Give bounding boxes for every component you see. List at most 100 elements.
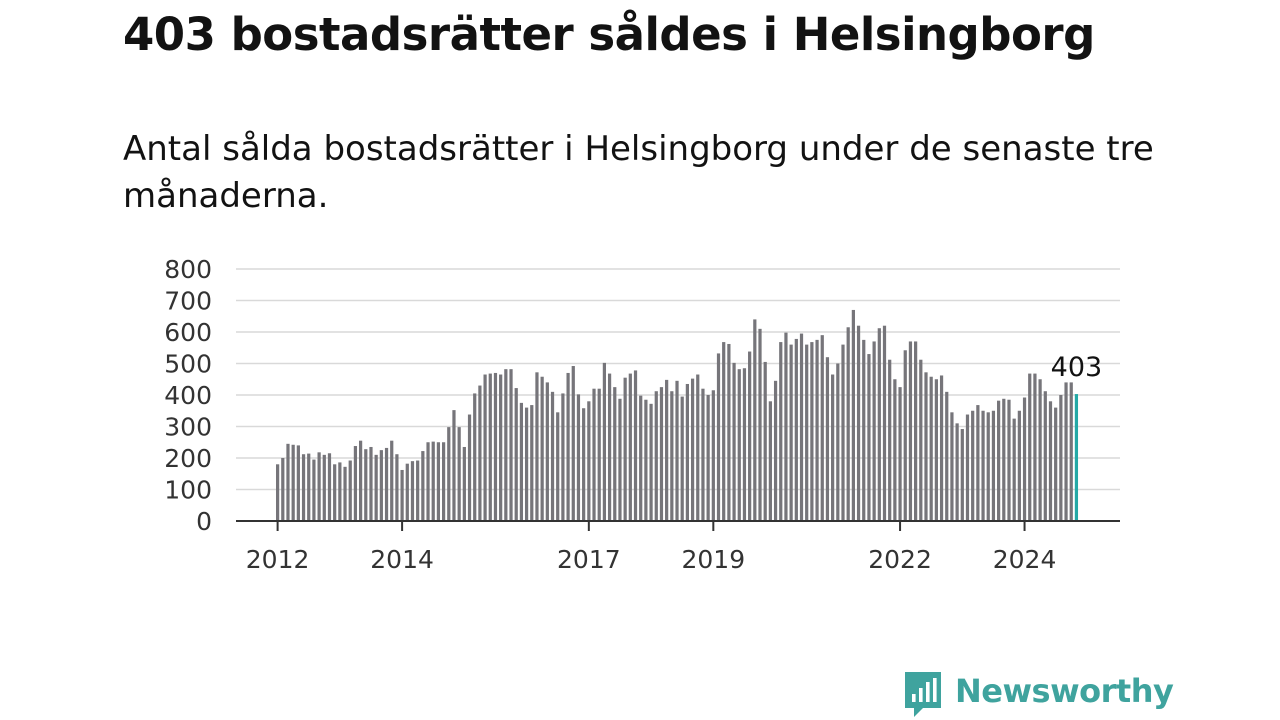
bar xyxy=(908,341,913,521)
bar xyxy=(1069,382,1073,521)
bar xyxy=(763,361,767,521)
bar xyxy=(1002,398,1006,521)
bar xyxy=(872,341,876,521)
bar xyxy=(670,391,674,521)
highlight-value-label: 403 xyxy=(1051,352,1103,383)
chart-subtitle: Antal sålda bostadsrätter i Helsingborg … xyxy=(123,129,1154,216)
bar xyxy=(467,414,472,521)
bar xyxy=(364,449,368,521)
bar xyxy=(846,327,850,521)
bar xyxy=(499,374,503,521)
bar xyxy=(540,376,544,521)
bar xyxy=(571,366,575,521)
bar xyxy=(1064,382,1068,521)
bar xyxy=(576,394,581,521)
bar xyxy=(965,414,970,521)
bar xyxy=(421,451,425,521)
bar xyxy=(981,410,985,521)
newsworthy-logo-icon xyxy=(905,672,941,717)
chart-title: 403 bostadsrätter såldes i Helsingborg xyxy=(123,8,1095,61)
bar xyxy=(410,461,415,521)
bar xyxy=(457,427,461,521)
bar xyxy=(452,410,456,521)
bar xyxy=(597,388,601,521)
bar xyxy=(384,447,389,521)
bar xyxy=(779,342,783,521)
bar xyxy=(888,359,892,521)
bar xyxy=(903,350,907,521)
bar xyxy=(836,363,840,521)
bar xyxy=(416,460,420,521)
bar xyxy=(685,383,689,521)
bar xyxy=(369,446,373,521)
bar xyxy=(862,339,866,522)
bar xyxy=(587,401,591,521)
bar xyxy=(623,377,627,521)
bar xyxy=(281,458,285,521)
bar xyxy=(535,372,539,521)
bar xyxy=(773,380,778,521)
bar xyxy=(919,359,923,521)
bar xyxy=(1048,401,1053,521)
bar xyxy=(613,387,617,522)
y-tick-label: 400 xyxy=(164,381,212,410)
bar xyxy=(322,454,326,521)
bar xyxy=(592,388,596,521)
bar xyxy=(649,403,653,521)
bar xyxy=(815,339,819,522)
bar xyxy=(509,369,513,521)
bar xyxy=(405,463,409,521)
bar xyxy=(338,462,342,521)
x-tick-label: 2022 xyxy=(868,545,932,574)
bar xyxy=(867,354,871,521)
bar xyxy=(960,429,964,521)
bar xyxy=(856,325,861,521)
bar-highlight xyxy=(1074,394,1079,521)
y-tick-label: 300 xyxy=(164,413,212,442)
brand-name: Newsworthy xyxy=(955,672,1174,710)
bar xyxy=(851,309,855,521)
bar xyxy=(566,372,570,521)
bar xyxy=(934,379,938,521)
bar xyxy=(758,328,762,521)
bar xyxy=(742,368,747,521)
bar xyxy=(939,375,944,521)
x-tick-label: 2014 xyxy=(370,545,434,574)
bar xyxy=(550,391,555,521)
bar xyxy=(504,369,508,521)
bar xyxy=(390,440,394,521)
bar xyxy=(893,379,897,521)
bar xyxy=(727,343,731,521)
bar xyxy=(831,374,835,521)
bar xyxy=(327,453,332,521)
bar xyxy=(358,440,363,521)
bar xyxy=(716,353,721,521)
bar xyxy=(633,370,638,521)
bar xyxy=(644,399,648,521)
bar xyxy=(628,373,632,521)
bar xyxy=(805,344,809,521)
x-tick-label: 2019 xyxy=(682,545,746,574)
bar xyxy=(914,341,918,521)
bar xyxy=(659,387,664,522)
bar xyxy=(665,379,669,521)
bar xyxy=(618,398,622,521)
bar xyxy=(1022,397,1027,521)
bar xyxy=(976,405,980,521)
bar xyxy=(706,395,710,521)
bar xyxy=(654,391,658,521)
bar xyxy=(447,427,451,521)
bar xyxy=(789,344,793,521)
bar xyxy=(312,459,316,521)
bar xyxy=(561,393,565,521)
bar xyxy=(353,446,358,521)
bar xyxy=(799,333,804,521)
bar xyxy=(524,407,529,521)
bar xyxy=(748,351,752,521)
bar xyxy=(841,344,845,521)
bar xyxy=(462,446,466,521)
bar xyxy=(343,466,347,521)
bar xyxy=(950,412,954,521)
bar xyxy=(955,423,959,521)
